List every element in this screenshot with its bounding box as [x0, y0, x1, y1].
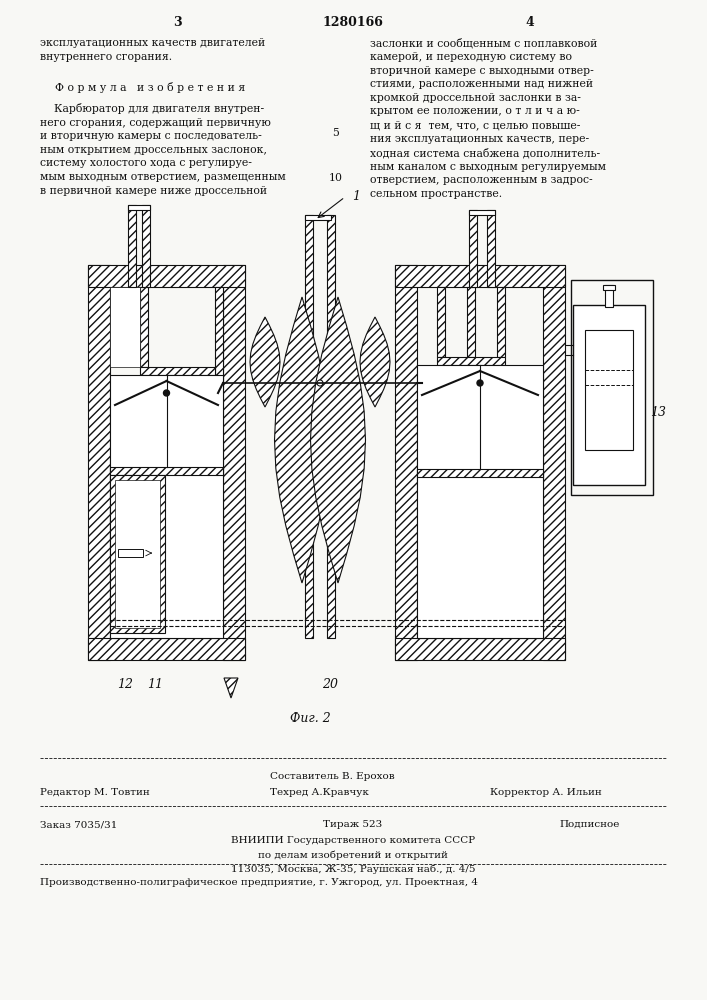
Bar: [223, 265, 245, 660]
Circle shape: [163, 390, 170, 396]
Bar: [215, 287, 223, 385]
Bar: [543, 265, 565, 660]
Bar: [140, 287, 148, 367]
Polygon shape: [310, 297, 366, 583]
Text: Фиг. 2: Фиг. 2: [290, 712, 331, 725]
Bar: [110, 467, 223, 475]
Bar: [140, 367, 215, 375]
Bar: [140, 367, 215, 375]
Circle shape: [477, 380, 483, 386]
Text: по делам изобретений и открытий: по делам изобретений и открытий: [258, 850, 448, 859]
Text: Корректор А. Ильин: Корректор А. Ильин: [490, 788, 602, 797]
Bar: [497, 287, 505, 357]
Bar: [142, 205, 150, 287]
Bar: [395, 265, 565, 287]
Bar: [215, 287, 223, 385]
Bar: [327, 215, 335, 638]
Text: 113035, Москва, Ж-35, Раушская наб., д. 4/5: 113035, Москва, Ж-35, Раушская наб., д. …: [230, 864, 475, 874]
Text: эксплуатационных качеств двигателей
внутреннего сгорания.: эксплуатационных качеств двигателей внут…: [40, 38, 265, 62]
Bar: [469, 210, 477, 287]
Bar: [395, 265, 417, 660]
Polygon shape: [224, 678, 238, 698]
Bar: [110, 475, 165, 633]
Bar: [110, 375, 223, 638]
Bar: [305, 215, 331, 220]
Bar: [88, 265, 110, 660]
Bar: [417, 365, 543, 638]
Bar: [395, 638, 565, 660]
Bar: [497, 287, 505, 357]
Text: Техред А.Кравчук: Техред А.Кравчук: [270, 788, 369, 797]
Bar: [487, 210, 495, 287]
Text: 20: 20: [322, 678, 338, 691]
Bar: [142, 205, 150, 287]
Bar: [305, 215, 313, 638]
Bar: [417, 469, 543, 477]
Text: Составитель В. Ерохов: Составитель В. Ерохов: [270, 772, 395, 781]
Bar: [437, 357, 505, 365]
Bar: [140, 287, 148, 367]
Bar: [110, 475, 165, 633]
Bar: [467, 287, 475, 357]
Bar: [437, 287, 445, 357]
Text: 4: 4: [525, 15, 534, 28]
Text: Заказ 7035/31: Заказ 7035/31: [40, 820, 117, 829]
Text: Подписное: Подписное: [560, 820, 620, 829]
Text: 3: 3: [173, 15, 181, 28]
Text: Карбюратор для двигателя внутрен-
него сгорания, содержащий первичную
и вторичну: Карбюратор для двигателя внутрен- него с…: [40, 103, 286, 196]
Bar: [88, 265, 245, 287]
Bar: [573, 305, 645, 485]
Bar: [395, 265, 417, 660]
Bar: [305, 215, 313, 638]
Polygon shape: [250, 317, 280, 407]
Bar: [395, 638, 565, 660]
Text: 12: 12: [117, 678, 133, 691]
Bar: [110, 287, 140, 367]
Bar: [88, 638, 245, 660]
Bar: [128, 205, 136, 287]
Bar: [88, 265, 245, 287]
Bar: [469, 210, 477, 287]
Bar: [88, 265, 110, 660]
Bar: [88, 638, 245, 660]
Text: 10: 10: [329, 173, 343, 183]
Circle shape: [317, 380, 323, 386]
Bar: [469, 210, 495, 215]
Bar: [223, 265, 245, 660]
Text: Ф о р м у л а   и з о б р е т е н и я: Ф о р м у л а и з о б р е т е н и я: [55, 82, 245, 93]
Bar: [543, 265, 565, 660]
Text: ВНИИПИ Государственного комитета СССР: ВНИИПИ Государственного комитета СССР: [231, 836, 475, 845]
Bar: [437, 287, 445, 357]
Bar: [605, 285, 613, 307]
Polygon shape: [274, 297, 329, 583]
Text: 1280166: 1280166: [322, 15, 383, 28]
Text: 11: 11: [147, 678, 163, 691]
Bar: [110, 467, 223, 475]
Bar: [395, 265, 565, 287]
Bar: [128, 205, 136, 287]
Bar: [487, 210, 495, 287]
Bar: [417, 469, 543, 477]
Polygon shape: [360, 317, 390, 407]
Text: Производственно-полиграфическое предприятие, г. Ужгород, ул. Проектная, 4: Производственно-полиграфическое предприя…: [40, 878, 478, 887]
Text: заслонки и сообщенным с поплавковой
камерой, и переходную систему во
вторичной к: заслонки и сообщенным с поплавковой каме…: [370, 38, 606, 199]
Bar: [128, 205, 150, 210]
Bar: [118, 549, 143, 557]
Bar: [115, 480, 160, 628]
Text: 1: 1: [352, 190, 360, 204]
Bar: [467, 287, 475, 357]
Text: 5: 5: [332, 128, 339, 138]
Bar: [571, 280, 653, 495]
Text: Редактор М. Товтин: Редактор М. Товтин: [40, 788, 150, 797]
Text: Тираж 523: Тираж 523: [323, 820, 382, 829]
Bar: [437, 357, 505, 365]
Bar: [327, 215, 335, 638]
Text: 13: 13: [650, 406, 666, 420]
Bar: [585, 330, 633, 450]
Bar: [603, 285, 615, 290]
